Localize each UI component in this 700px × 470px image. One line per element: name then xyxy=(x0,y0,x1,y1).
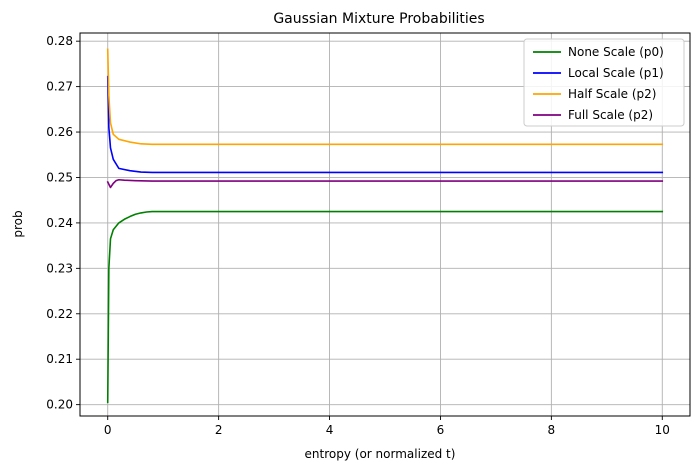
legend-label: Full Scale (p2) xyxy=(568,108,653,122)
x-axis-label: entropy (or normalized t) xyxy=(305,447,456,461)
legend-label: Local Scale (p1) xyxy=(568,66,664,80)
grid-lines xyxy=(80,33,690,416)
x-tick: 2 xyxy=(215,416,223,437)
y-tick: 0.26 xyxy=(46,125,80,139)
y-tick: 0.24 xyxy=(46,216,80,230)
legend-entry: None Scale (p0) xyxy=(533,45,664,59)
x-tick-label: 4 xyxy=(326,423,334,437)
y-tick-label: 0.28 xyxy=(46,34,73,48)
x-tick-label: 2 xyxy=(215,423,223,437)
y-tick-label: 0.20 xyxy=(46,398,73,412)
y-tick-label: 0.27 xyxy=(46,80,73,94)
y-tick: 0.21 xyxy=(46,352,80,366)
x-axis: 0 2 4 6 8 10 xyxy=(104,416,670,437)
y-tick-label: 0.26 xyxy=(46,125,73,139)
x-tick-label: 8 xyxy=(548,423,556,437)
x-tick: 10 xyxy=(655,416,670,437)
chart-title: Gaussian Mixture Probabilities xyxy=(273,11,484,27)
x-tick-label: 0 xyxy=(104,423,112,437)
y-axis-label: prob xyxy=(11,210,25,237)
x-tick: 0 xyxy=(104,416,112,437)
x-tick: 6 xyxy=(437,416,445,437)
legend-entry: Local Scale (p1) xyxy=(533,66,664,80)
y-tick-label: 0.21 xyxy=(46,352,73,366)
legend-label: None Scale (p0) xyxy=(568,45,664,59)
y-tick: 0.20 xyxy=(46,398,80,412)
y-tick: 0.22 xyxy=(46,307,80,321)
y-tick: 0.27 xyxy=(46,80,80,94)
legend-label: Half Scale (p2) xyxy=(568,87,656,101)
y-tick-label: 0.23 xyxy=(46,261,73,275)
y-tick: 0.28 xyxy=(46,34,80,48)
legend-entry: Half Scale (p2) xyxy=(533,87,656,101)
y-tick: 0.25 xyxy=(46,170,80,184)
series-layer xyxy=(106,48,664,404)
x-tick-label: 6 xyxy=(437,423,445,437)
legend-frame xyxy=(523,38,685,127)
x-tick: 4 xyxy=(326,416,334,437)
series-line-2 xyxy=(106,48,664,146)
y-tick-label: 0.24 xyxy=(46,216,73,230)
series-line-0 xyxy=(106,210,664,404)
x-tick-label: 10 xyxy=(655,423,670,437)
plot-frame xyxy=(79,32,691,417)
y-tick-label: 0.25 xyxy=(46,170,73,184)
x-tick: 8 xyxy=(548,416,556,437)
series-line-3 xyxy=(106,178,664,189)
y-tick-label: 0.22 xyxy=(46,307,73,321)
legend-entry: Full Scale (p2) xyxy=(533,108,653,122)
y-tick: 0.23 xyxy=(46,261,80,275)
series-line-1 xyxy=(106,75,664,174)
y-axis: 0.20 0.21 0.22 0.23 0.24 0.25 0.26 0.27 0.28 xyxy=(46,34,80,412)
legend: None Scale (p0) Local Scale (p1) Half Scal… xyxy=(523,38,685,127)
